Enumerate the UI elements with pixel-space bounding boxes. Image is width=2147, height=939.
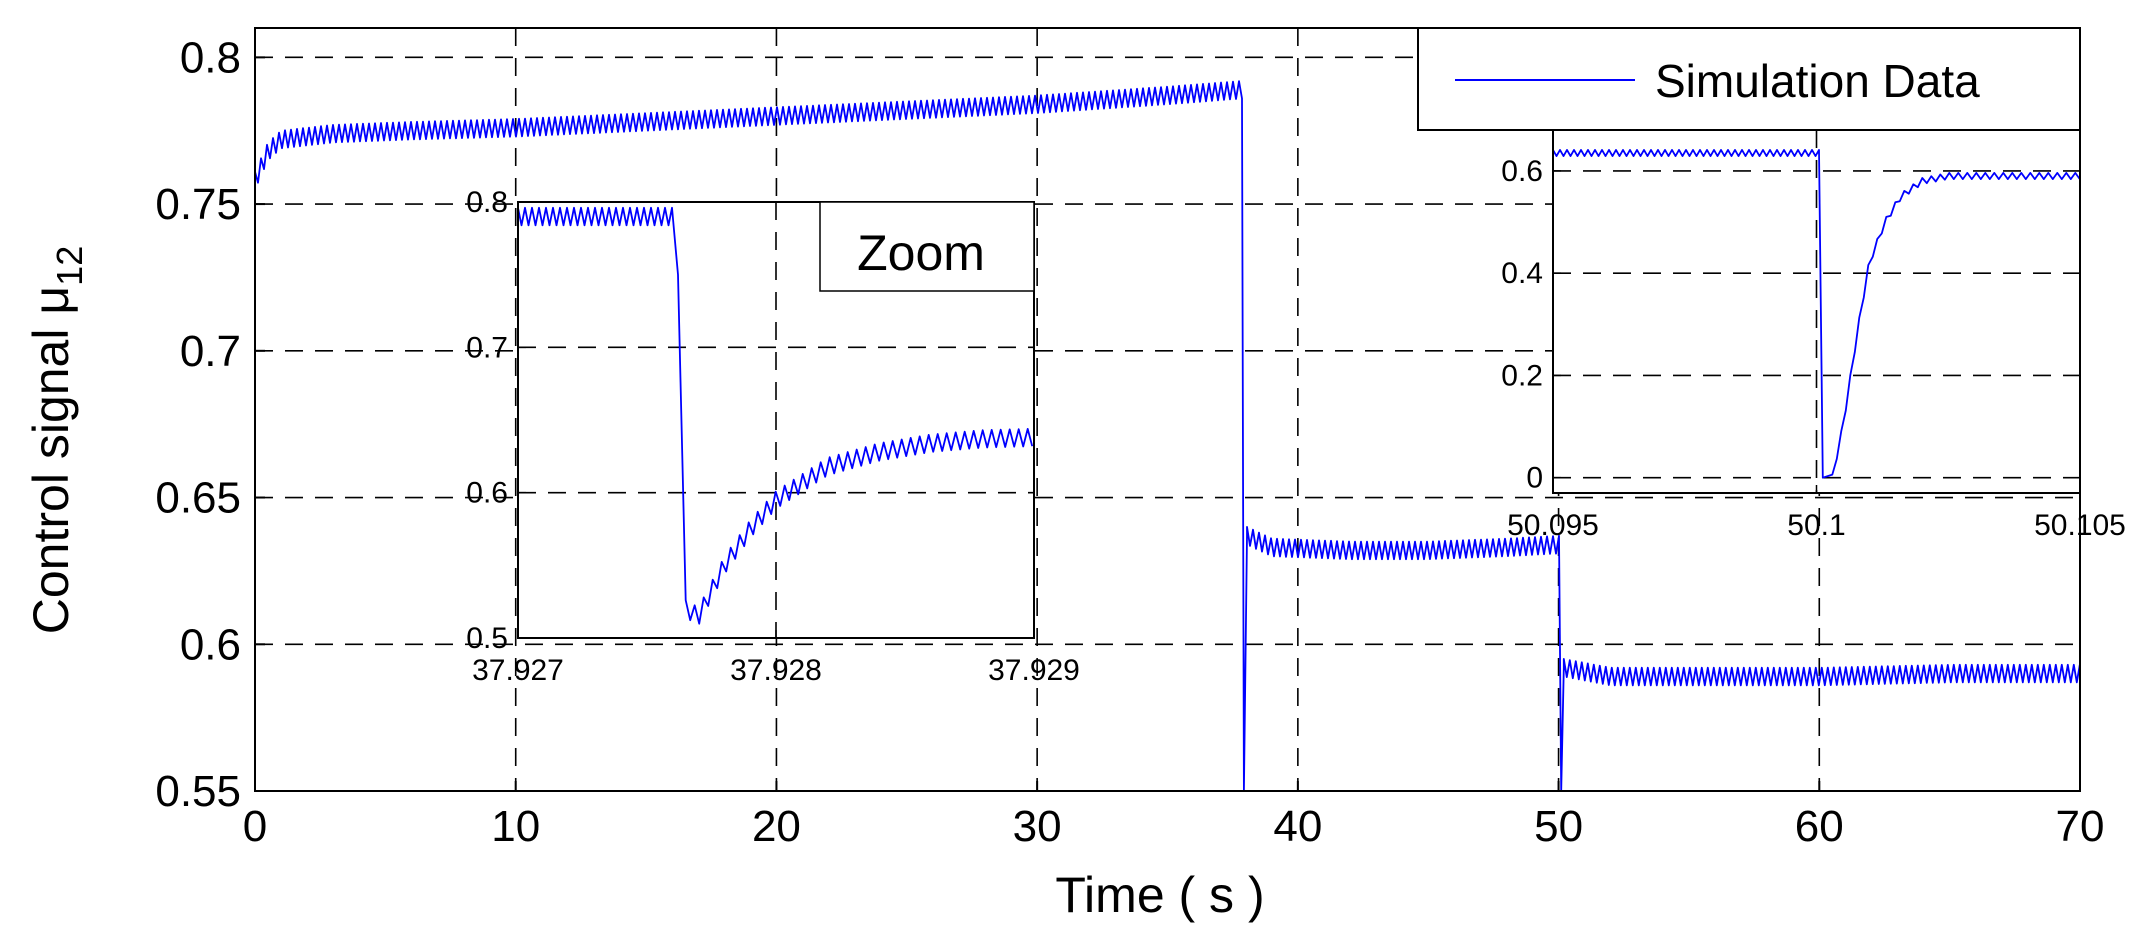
inset-right-y-tick-label-0: 0	[1526, 462, 1543, 495]
main-y-tick-label-0.6: 0.6	[180, 620, 241, 669]
y-axis-label-sub: 12	[49, 246, 90, 286]
inset-left-y-tick-label-0: 0.5	[466, 622, 508, 655]
main-y-tick-label-0.7: 0.7	[180, 327, 241, 376]
series-simulation-data	[254, 80, 2081, 792]
x-axis-label: Time ( s )	[1055, 867, 1264, 923]
legend: Simulation Data	[1417, 27, 2081, 131]
inset-left-y-tick-label-1: 0.6	[466, 477, 508, 510]
zoom-inset: Zoom 37.927 37.928 37.929 0.5 0.6 0.7 0.8	[466, 186, 1080, 687]
inset-right-x-tick-label-2: 50.105	[2034, 509, 2126, 542]
main-x-tick-label-10: 10	[491, 802, 540, 851]
main-y-tick-label-0.55: 0.55	[155, 767, 241, 816]
inset-right-y-tick-label-3: 0.6	[1501, 155, 1543, 188]
zoom-inset-x-ticks: 37.927 37.928 37.929	[472, 630, 1080, 687]
inset-left-series-line	[517, 206, 1034, 625]
main-x-tick-label-40: 40	[1273, 802, 1322, 851]
main-y-tick-label-0.65: 0.65	[155, 474, 241, 523]
y-axis-label: Control signal μ12	[23, 246, 90, 634]
right-inset-grid	[1553, 130, 2080, 493]
inset-left-x-tick-label-1: 37.928	[730, 654, 822, 687]
main-x-tick-label-30: 30	[1013, 802, 1062, 851]
right-inset: 50.095 50.1 50.105 0 0.2 0.4 0.6	[1501, 129, 2126, 542]
main-y-ticks: 0.55 0.6 0.65 0.7 0.75 0.8	[155, 33, 265, 816]
inset-right-x-tick-label-0: 50.095	[1507, 509, 1599, 542]
inset-left-y-tick-label-3: 0.8	[466, 186, 508, 219]
inset-right-series-line	[1552, 149, 2081, 479]
right-inset-series	[1552, 149, 2081, 479]
main-x-ticks: 0 10 20 30 40 50 60 70	[243, 781, 2105, 851]
main-x-tick-label-70: 70	[2056, 802, 2105, 851]
zoom-label: Zoom	[857, 225, 985, 281]
main-y-tick-label-0.8: 0.8	[180, 33, 241, 82]
inset-right-y-tick-label-2: 0.4	[1501, 257, 1543, 290]
legend-label-simulation-data: Simulation Data	[1655, 55, 1980, 107]
main-x-tick-label-50: 50	[1534, 802, 1583, 851]
inset-right-x-tick-label-1: 50.1	[1787, 509, 1845, 542]
inset-right-y-tick-label-1: 0.2	[1501, 359, 1543, 392]
main-y-tick-label-0.75: 0.75	[155, 180, 241, 229]
main-series	[254, 80, 2081, 792]
main-x-tick-label-0: 0	[243, 802, 267, 851]
inset-left-x-tick-label-2: 37.929	[988, 654, 1080, 687]
right-inset-x-ticks: 50.095 50.1 50.105	[1507, 485, 2126, 542]
right-inset-y-ticks: 0 0.2 0.4 0.6	[1501, 155, 1561, 495]
zoom-inset-y-ticks: 0.5 0.6 0.7 0.8	[466, 186, 526, 655]
inset-left-x-tick-label-0: 37.927	[472, 654, 564, 687]
main-x-tick-label-60: 60	[1795, 802, 1844, 851]
zoom-inset-series	[517, 206, 1034, 625]
zoom-label-box	[819, 201, 1035, 292]
inset-left-y-tick-label-2: 0.7	[466, 331, 508, 364]
y-axis-label-main: Control signal μ	[23, 286, 79, 634]
main-x-tick-label-20: 20	[752, 802, 801, 851]
